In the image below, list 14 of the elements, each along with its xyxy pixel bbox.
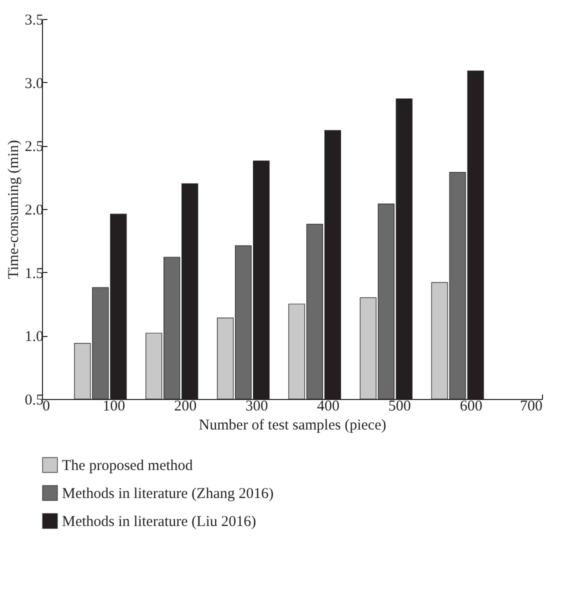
x-tick-label: 500 [388, 398, 411, 414]
x-axis-title: Number of test samples (piece) [198, 418, 386, 434]
x-tick-label: 200 [174, 398, 197, 414]
x-tick-label: 700 [520, 398, 542, 414]
y-axis-title: Time-consuming (min) [6, 140, 22, 280]
legend-label: Methods in literature (Liu 2016) [62, 514, 256, 530]
legend-label: Methods in literature (Zhang 2016) [62, 486, 274, 502]
x-tick-label: 300 [246, 398, 268, 414]
x-tick-label: 100 [102, 398, 126, 414]
legend-label: The proposed method [62, 458, 194, 474]
x-tick-label: 0 [42, 398, 50, 414]
x-tick-label: 400 [316, 398, 340, 414]
x-tick-label: 600 [460, 398, 482, 414]
y-tick-label: 0.5 [24, 392, 44, 408]
